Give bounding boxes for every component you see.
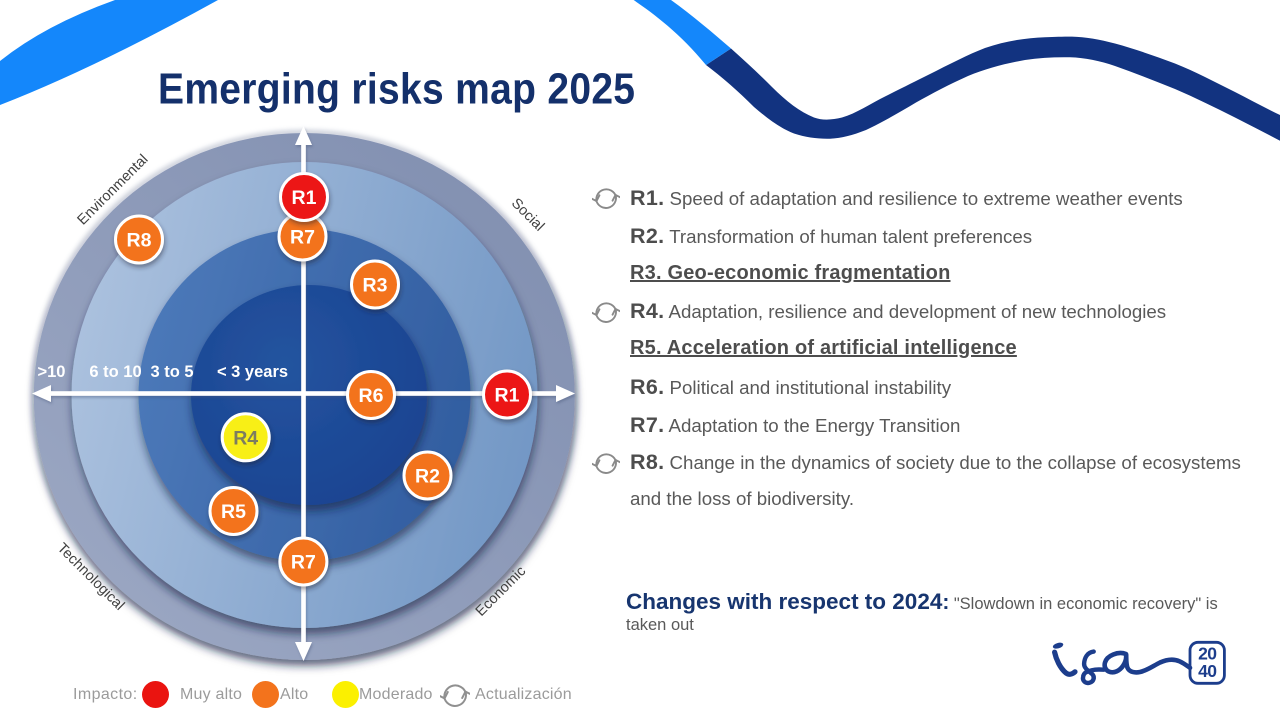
- svg-text:R1: R1: [292, 187, 317, 209]
- svg-text:R7: R7: [290, 227, 315, 249]
- svg-text:R1: R1: [495, 385, 520, 407]
- svg-text:R5: R5: [221, 501, 246, 523]
- svg-text:R7: R7: [291, 552, 316, 574]
- svg-text:3 to 5: 3 to 5: [150, 363, 193, 381]
- svg-text:20: 20: [1198, 644, 1217, 664]
- svg-text:R2: R2: [415, 466, 440, 488]
- svg-text:R6: R6: [359, 385, 384, 407]
- svg-text:R4: R4: [233, 427, 258, 449]
- svg-text:6 to 10: 6 to 10: [89, 363, 141, 381]
- svg-text:R3: R3: [363, 275, 388, 297]
- svg-text:R8: R8: [127, 230, 152, 252]
- svg-text:40: 40: [1198, 661, 1217, 681]
- svg-text:< 3 years: < 3 years: [217, 363, 288, 381]
- svg-text:>10: >10: [38, 363, 66, 381]
